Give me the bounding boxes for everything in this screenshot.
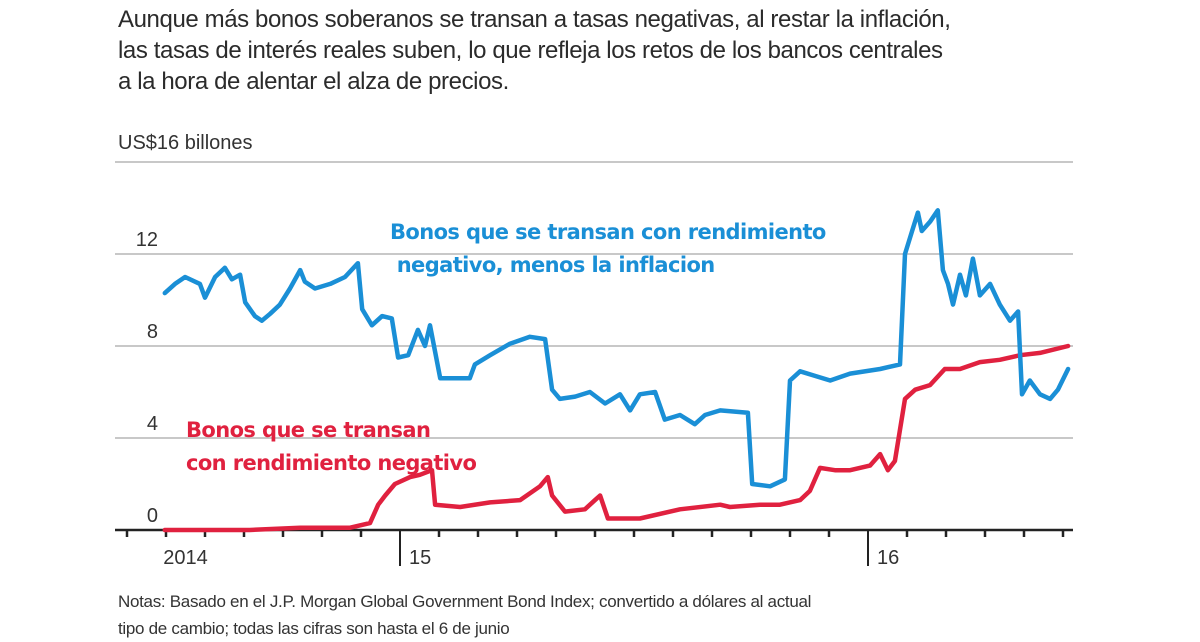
chart-notes: Notas: Basado en el J.P. Morgan Global G… xyxy=(118,588,811,642)
y-tick-label-8: 8 xyxy=(147,321,158,343)
y-tick-label-0: 0 xyxy=(147,505,158,527)
blue-series-label-line-1: Bonos que se transan con rendimiento xyxy=(390,220,826,244)
y-tick-label-4: 4 xyxy=(147,413,158,435)
x-tick-label-2014: 2014 xyxy=(163,547,208,569)
chart-subtitle: Aunque más bonos soberanos se transan a … xyxy=(118,4,1078,97)
y-tick-labels: 0 4 8 12 xyxy=(136,229,158,527)
x-axis: 2014 15 16 xyxy=(115,528,1073,569)
red-series-label-line-2: con rendimiento negativo xyxy=(186,451,476,475)
blue-series-label-line-2: negativo, menos la inflacion xyxy=(390,253,715,277)
series-labels: Bonos que se transan con rendimiento neg… xyxy=(186,220,826,475)
gridlines xyxy=(115,161,1073,439)
subtitle-line-1: Aunque más bonos soberanos se transan a … xyxy=(118,6,951,33)
y-tick-label-12: 12 xyxy=(136,229,158,251)
x-tick-label-15: 15 xyxy=(409,547,431,569)
y-axis-unit-label: US$16 billones xyxy=(118,132,253,154)
red-series-line xyxy=(162,343,1071,533)
notes-line-2: tipo de cambio; todas las cifras son has… xyxy=(118,619,510,638)
subtitle-line-3: a la hora de alentar el alza de precios. xyxy=(118,68,509,95)
x-tick-label-16: 16 xyxy=(877,547,899,569)
series-lines xyxy=(162,208,1071,533)
notes-line-1: Notas: Basado en el J.P. Morgan Global G… xyxy=(118,592,812,611)
blue-series-line xyxy=(162,208,1071,489)
red-series-label-line-1: Bonos que se transan xyxy=(186,418,430,442)
subtitle-line-2: las tasas de interés reales suben, lo qu… xyxy=(118,37,943,64)
